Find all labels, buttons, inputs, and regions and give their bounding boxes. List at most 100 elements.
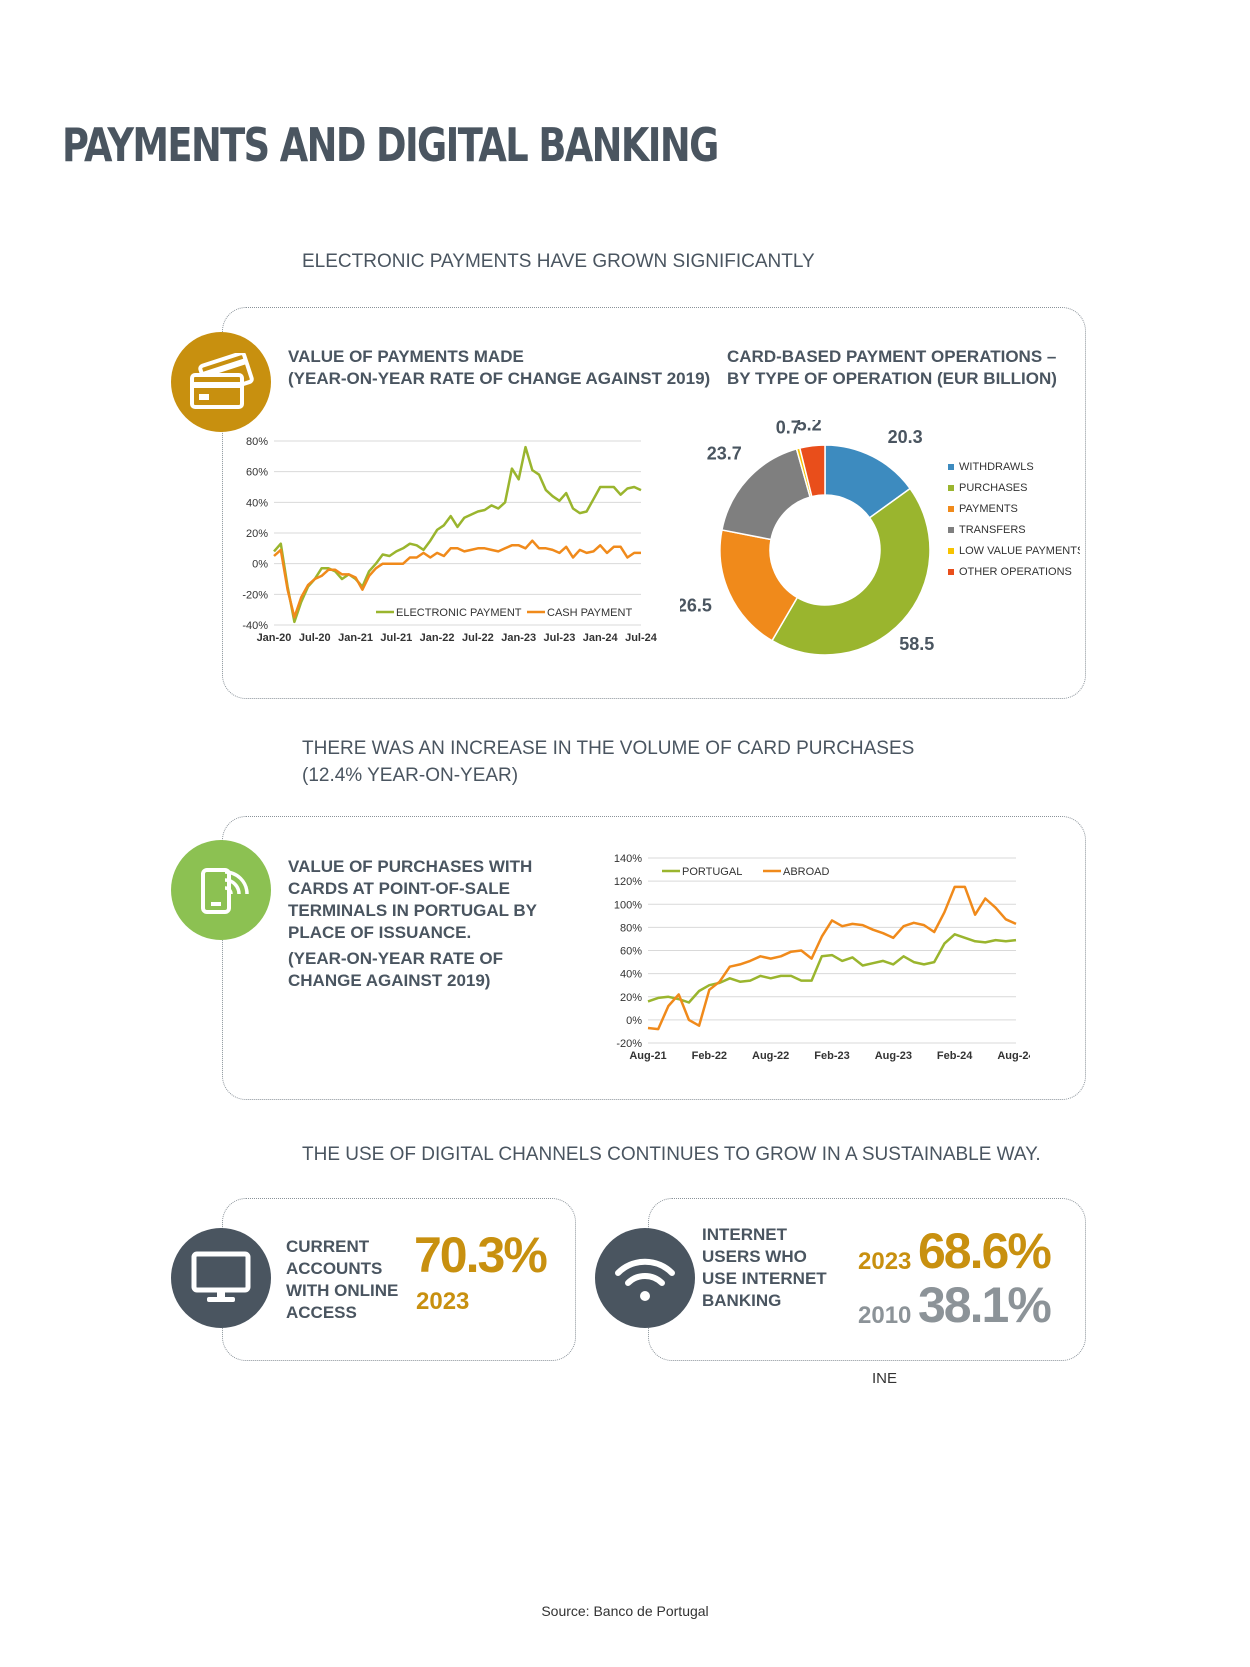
purchases-description-line4: PLACE OF ISSUANCE. bbox=[288, 923, 472, 942]
contactless-phone-icon bbox=[171, 840, 271, 940]
x-tick-label: Jul-24 bbox=[625, 632, 658, 644]
y-tick-label: 40% bbox=[620, 969, 642, 981]
internet-banking-label-line3: USE INTERNET bbox=[702, 1269, 827, 1288]
legend-label: TRANSFERS bbox=[959, 524, 1026, 536]
y-tick-label: 20% bbox=[620, 992, 642, 1004]
line-chart-1-title: VALUE OF PAYMENTS MADE (YEAR-ON-YEAR RAT… bbox=[288, 346, 710, 390]
online-access-label-line2: ACCOUNTS bbox=[286, 1259, 383, 1278]
section2-heading-line1: THERE WAS AN INCREASE IN THE VOLUME OF C… bbox=[302, 738, 915, 759]
donut-value-label: 26.5 bbox=[680, 596, 712, 616]
y-tick-label: 20% bbox=[246, 528, 268, 540]
donut-value-label: 0.7 bbox=[776, 420, 801, 438]
x-tick-label: Jan-23 bbox=[501, 632, 536, 644]
internet-banking-label-line2: USERS WHO bbox=[702, 1247, 807, 1266]
purchases-description-line5: (YEAR-ON-YEAR RATE OF bbox=[288, 949, 504, 968]
internet-banking-source: INE bbox=[872, 1370, 898, 1387]
online-access-label-line3: WITH ONLINE bbox=[286, 1281, 399, 1300]
purchases-description-line6: CHANGE AGAINST 2019) bbox=[288, 971, 491, 990]
y-tick-label: 0% bbox=[626, 1015, 642, 1027]
legend-label: PORTUGAL bbox=[682, 866, 742, 878]
x-tick-label: Jan-24 bbox=[583, 632, 619, 644]
x-tick-label: Aug-23 bbox=[875, 1050, 912, 1062]
internet-banking-year-2023: 2023 bbox=[858, 1248, 912, 1275]
donut-slice-purchases bbox=[771, 487, 931, 656]
x-tick-label: Jan-20 bbox=[257, 632, 292, 644]
legend-label: WITHDRAWLS bbox=[959, 461, 1034, 473]
internet-banking-value-2010: 38.1% bbox=[918, 1277, 1052, 1333]
section2-heading-line2: (12.4% YEAR-ON-YEAR) bbox=[302, 765, 519, 786]
y-tick-label: 80% bbox=[620, 922, 642, 934]
legend-label: OTHER OPERATIONS bbox=[959, 566, 1072, 578]
y-tick-label: 100% bbox=[614, 899, 642, 911]
purchases-line-chart: 140% 120% 100% 80% 60% 40% 20% 0% -20%Aug-21 Feb-… bbox=[614, 853, 1030, 1062]
section3-heading: THE USE OF DIGITAL CHANNELS CONTINUES TO… bbox=[302, 1144, 1041, 1165]
card-operations-donut-chart: 20.3 58.5 26.5 23.7 0.75.2 WITHDRAWLS PURCHASE… bbox=[680, 420, 1080, 656]
x-tick-label: Feb-22 bbox=[692, 1050, 727, 1062]
credit-card-icon bbox=[171, 332, 271, 432]
footer-source: Source: Banco de Portugal bbox=[541, 1603, 709, 1619]
legend-label: PURCHASES bbox=[959, 482, 1027, 494]
internet-banking-year-2010: 2010 bbox=[858, 1302, 912, 1329]
online-access-label-line1: CURRENT bbox=[286, 1237, 370, 1256]
x-tick-label: Aug-24 bbox=[997, 1050, 1030, 1062]
y-tick-label: 60% bbox=[620, 946, 642, 958]
legend-label: PAYMENTS bbox=[959, 503, 1018, 515]
x-tick-label: Feb-24 bbox=[937, 1050, 973, 1062]
legend-swatch bbox=[948, 506, 954, 512]
purchases-description-line2: CARDS AT POINT-OF-SALE bbox=[288, 879, 510, 898]
x-tick-label: Jul-20 bbox=[299, 632, 331, 644]
x-tick-label: Jan-22 bbox=[420, 632, 455, 644]
legend-label: ELECTRONIC PAYMENT bbox=[396, 607, 522, 619]
y-tick-label: 0% bbox=[252, 559, 268, 571]
internet-banking-label-line1: INTERNET bbox=[702, 1225, 787, 1244]
x-tick-label: Jul-21 bbox=[380, 632, 412, 644]
donut-slice-other-operations bbox=[798, 444, 826, 498]
section1-panel bbox=[222, 307, 1086, 699]
y-tick-label: 60% bbox=[246, 467, 268, 479]
legend-label: ABROAD bbox=[783, 866, 830, 878]
line-chart-1-title-line2: (YEAR-ON-YEAR RATE OF CHANGE AGAINST 201… bbox=[288, 369, 711, 388]
page-title: PAYMENTS AND DIGITAL BANKING bbox=[62, 118, 719, 172]
legend-swatch bbox=[948, 464, 954, 470]
y-tick-label: -40% bbox=[242, 620, 268, 632]
x-tick-label: Feb-23 bbox=[814, 1050, 849, 1062]
section2-heading: THERE WAS AN INCREASE IN THE VOLUME OF C… bbox=[302, 735, 914, 789]
y-tick-label: 120% bbox=[614, 876, 642, 888]
legend-swatch bbox=[948, 527, 954, 533]
line-chart-1-title-line1: VALUE OF PAYMENTS MADE bbox=[288, 347, 524, 366]
y-tick-label: 80% bbox=[246, 436, 268, 448]
legend-label: LOW VALUE PAYMENTS bbox=[959, 545, 1080, 557]
donut-value-label: 5.2 bbox=[797, 420, 822, 434]
x-tick-label: Jul-22 bbox=[462, 632, 494, 644]
online-access-value: 70.3% bbox=[414, 1227, 548, 1283]
x-tick-label: Jul-23 bbox=[544, 632, 576, 644]
donut-chart-title-line1: CARD-BASED PAYMENT OPERATIONS – bbox=[727, 347, 1057, 366]
internet-banking-value-2023: 68.6% bbox=[918, 1223, 1052, 1279]
legend-swatch bbox=[948, 485, 954, 491]
legend-label: CASH PAYMENT bbox=[547, 607, 632, 619]
online-access-year: 2023 bbox=[416, 1288, 470, 1315]
x-tick-label: Aug-21 bbox=[629, 1050, 666, 1062]
x-tick-label: Aug-22 bbox=[752, 1050, 789, 1062]
internet-banking-label: INTERNET USERS WHO USE INTERNET BANKING bbox=[702, 1224, 827, 1312]
y-tick-label: -20% bbox=[242, 589, 268, 601]
donut-value-label: 20.3 bbox=[888, 427, 923, 447]
series-line-1 bbox=[647, 933, 1017, 1004]
donut-slice-payments bbox=[719, 529, 799, 642]
series-line-2 bbox=[273, 539, 641, 619]
y-tick-label: 140% bbox=[614, 853, 642, 865]
legend-swatch bbox=[948, 548, 954, 554]
wifi-icon bbox=[595, 1228, 695, 1328]
purchases-description-line1: VALUE OF PURCHASES WITH bbox=[288, 857, 533, 876]
donut-value-label: 58.5 bbox=[899, 634, 934, 654]
internet-banking-label-line4: BANKING bbox=[702, 1291, 782, 1310]
computer-monitor-icon bbox=[171, 1228, 271, 1328]
y-tick-label: 40% bbox=[246, 497, 268, 509]
x-tick-label: Jan-21 bbox=[338, 632, 373, 644]
legend-swatch bbox=[948, 569, 954, 575]
online-access-label-line4: ACCESS bbox=[286, 1303, 357, 1322]
purchases-description: VALUE OF PURCHASES WITH CARDS AT POINT-O… bbox=[288, 856, 537, 992]
section2-panel bbox=[222, 816, 1086, 1100]
donut-chart-title: CARD-BASED PAYMENT OPERATIONS – BY TYPE … bbox=[727, 346, 1057, 390]
donut-chart-title-line2: BY TYPE OF OPERATION (EUR BILLION) bbox=[727, 369, 1057, 388]
